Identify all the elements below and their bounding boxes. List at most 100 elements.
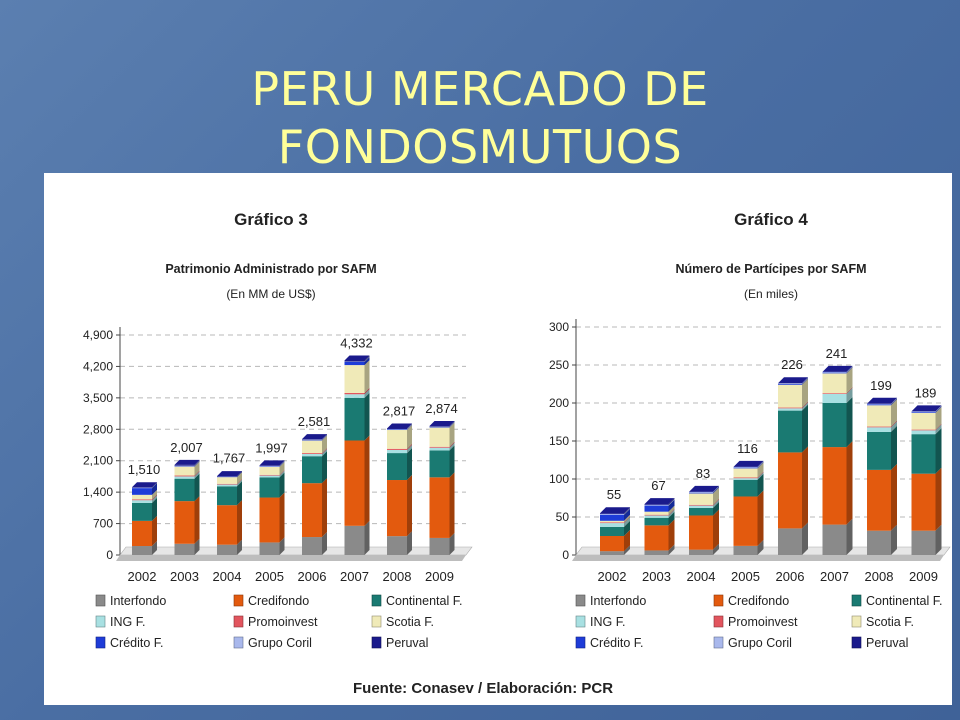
bar-segment	[733, 477, 758, 479]
bar-segment	[733, 545, 758, 555]
bar-segment	[778, 408, 802, 411]
bar-segment-side	[757, 471, 764, 479]
bar-segment-side	[935, 428, 942, 474]
bar-segment	[259, 466, 280, 475]
bar-segment-side	[846, 518, 853, 555]
legend-swatch	[95, 615, 106, 628]
bar-segment	[344, 361, 365, 362]
bar-segment	[689, 549, 713, 555]
bar-segment	[132, 487, 152, 489]
legend-swatch	[713, 594, 724, 607]
bar-segment-side	[891, 420, 897, 428]
x-tick-label: 2003	[170, 569, 199, 584]
bar-segment-side	[846, 441, 853, 525]
bar-top-face	[132, 482, 157, 488]
bar-segment	[689, 515, 713, 550]
bar-top-face	[259, 460, 285, 466]
y-tick-label: 2,800	[83, 422, 113, 436]
bar-segment	[689, 504, 713, 506]
bar-segment-side	[757, 490, 764, 546]
legend-label: ING F.	[590, 615, 625, 629]
bar-segment-side	[152, 482, 157, 488]
chart-svg: Fuente: Conasev / Elaboración: PCR Gráfi…	[83, 210, 951, 697]
legend-label: Peruval	[866, 636, 908, 650]
bar-segment-side	[279, 537, 285, 555]
bar-segment	[644, 514, 669, 516]
legend-swatch	[95, 636, 106, 649]
bar-segment	[302, 483, 322, 538]
bar-segment-side	[152, 482, 157, 489]
bar-segment-side	[407, 423, 412, 430]
bar-segment-side	[279, 492, 285, 543]
bar-segment-side	[846, 387, 853, 394]
bar-segment-side	[846, 366, 853, 374]
bar-top-face	[429, 420, 455, 426]
bar-segment	[689, 491, 713, 493]
bar-segment	[644, 515, 669, 518]
total-label: 67	[651, 478, 665, 493]
bar-segment-side	[152, 497, 157, 521]
bar-segment	[302, 439, 322, 440]
bar-segment	[911, 411, 936, 413]
bar-segment-side	[449, 421, 455, 428]
bar-segment	[259, 465, 280, 467]
bar-segment-side	[891, 421, 897, 432]
bar-segment-side	[449, 532, 455, 555]
bar-segment	[689, 492, 713, 494]
bar-segment	[429, 427, 450, 447]
bar-segment-side	[935, 423, 942, 431]
bar-segment	[217, 484, 237, 487]
bar-segment	[174, 478, 195, 502]
bar-segment	[822, 403, 847, 448]
bar-segment-side	[449, 441, 455, 448]
slide-title: PERU MERCADO DE FONDOSMUTUOS	[0, 60, 960, 176]
bar-segment-side	[364, 435, 370, 526]
legend-swatch	[713, 636, 724, 649]
bar-segment-side	[713, 543, 719, 555]
bar-segment-side	[624, 514, 630, 523]
bar-segment-side	[407, 424, 412, 449]
bar-segment	[174, 475, 195, 477]
y-tick-label: 300	[549, 320, 569, 334]
bar-segment	[867, 530, 891, 555]
bar-top-face	[174, 459, 200, 465]
bar-segment-side	[237, 471, 242, 477]
y-tick-label: 50	[556, 510, 570, 524]
legend-label: Promoinvest	[728, 615, 798, 629]
bar-segment-side	[407, 475, 412, 537]
bar-segment	[302, 456, 322, 484]
bar-segment	[911, 430, 936, 435]
bar-segment	[822, 371, 847, 373]
bar-segment-side	[713, 486, 719, 494]
bar-segment	[302, 453, 322, 454]
bar-segment	[644, 525, 669, 551]
bar-segment-side	[757, 462, 764, 478]
bar-segment-side	[237, 481, 242, 506]
bar-segment	[600, 523, 624, 527]
bar-segment	[778, 383, 802, 384]
total-label: 226	[781, 357, 803, 372]
bar-segment-side	[891, 399, 897, 427]
bar-segment	[259, 477, 280, 498]
bar-segment	[911, 473, 936, 531]
bar-top-face	[344, 355, 370, 361]
legend-label: Continental F.	[866, 594, 942, 608]
bar-segment	[778, 384, 802, 408]
legend-label: Crédito F.	[110, 636, 164, 650]
bar-top-face	[217, 471, 242, 477]
legend-label: Grupo Coril	[248, 636, 312, 650]
bar-segment-side	[152, 483, 157, 495]
bar-segment-side	[237, 471, 242, 478]
x-tick-label: 2006	[776, 569, 805, 584]
total-label: 83	[696, 466, 710, 481]
bar-segment	[911, 530, 936, 555]
bar-segment	[600, 520, 624, 523]
legend-swatch	[851, 636, 862, 649]
bar-segment-side	[713, 499, 719, 508]
bar-segment	[600, 551, 624, 555]
bar-segment	[174, 543, 195, 555]
legend-swatch	[371, 636, 382, 649]
bar-segment-side	[279, 470, 285, 478]
bar-top-face	[822, 365, 853, 372]
bar-segment-side	[449, 422, 455, 428]
